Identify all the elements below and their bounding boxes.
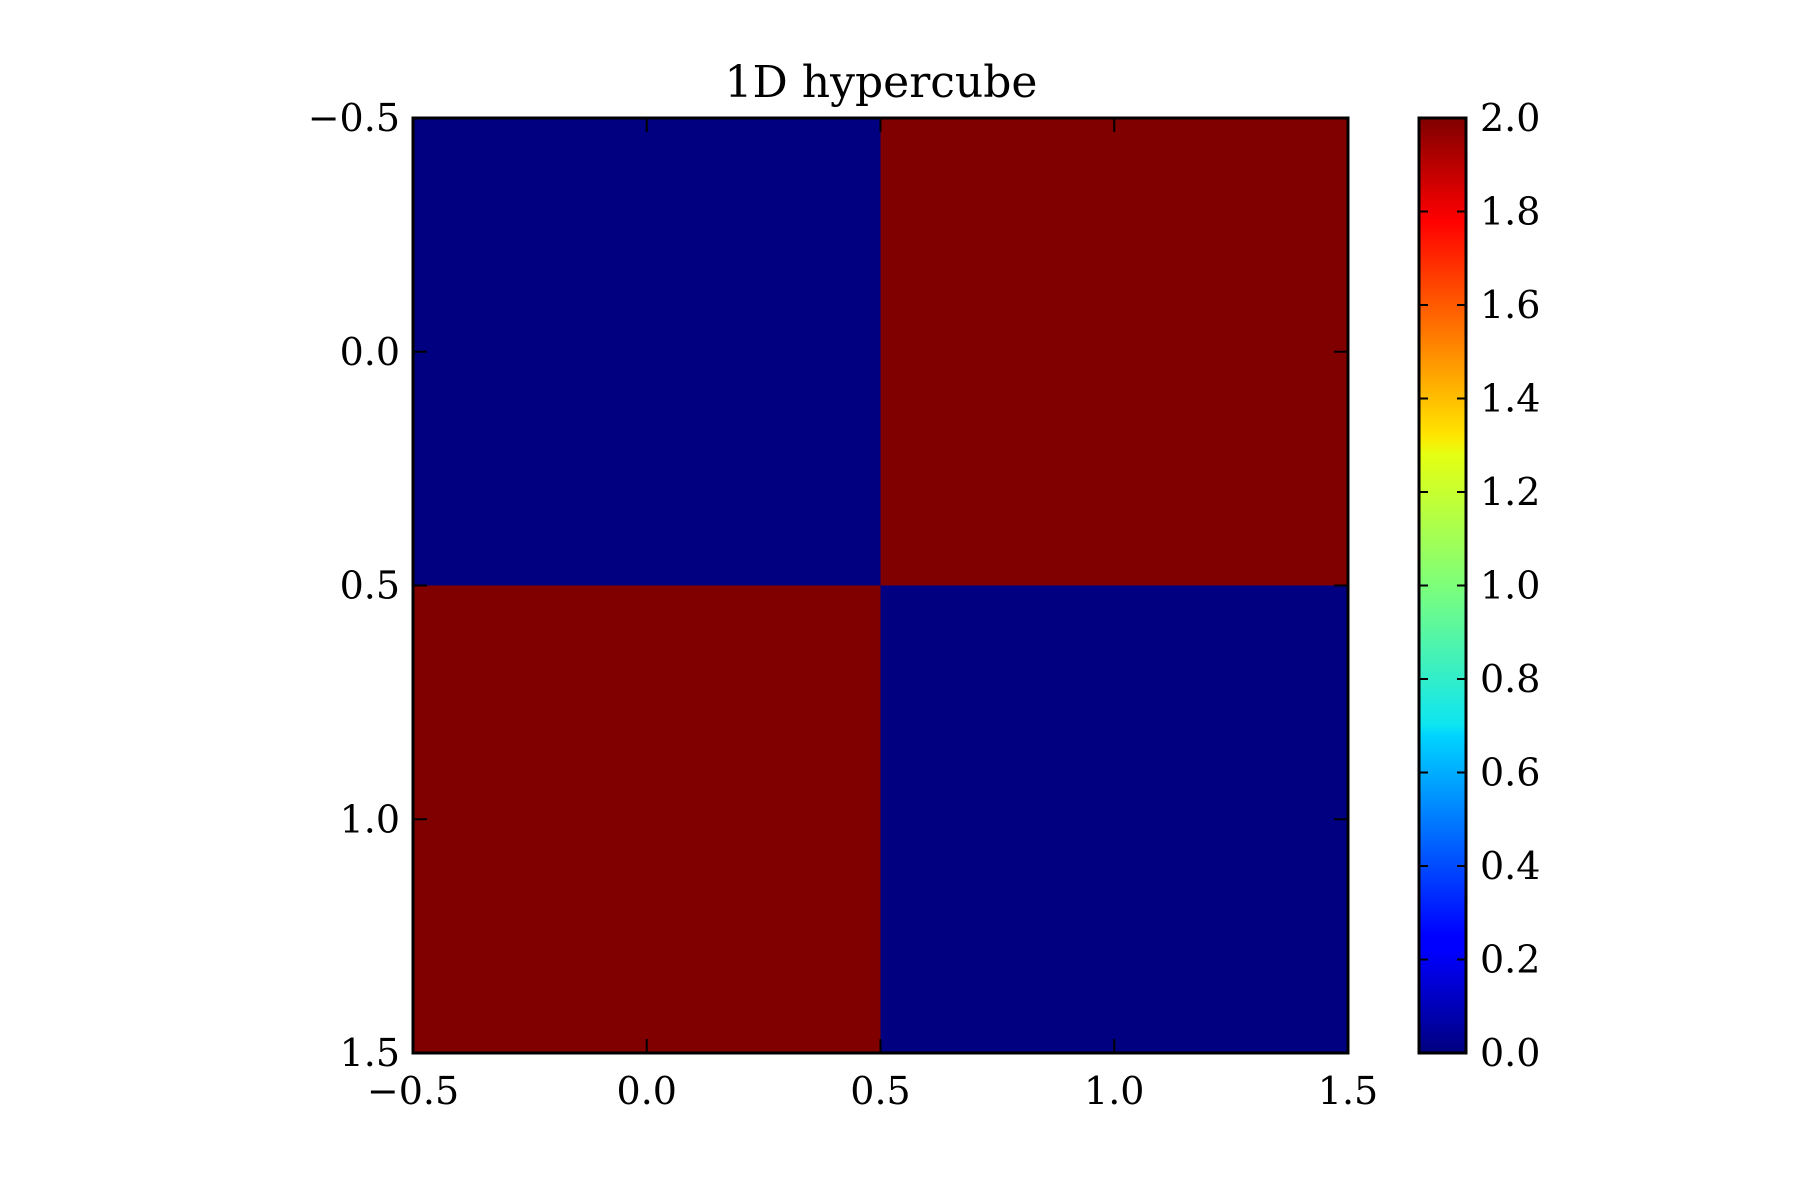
colorbar-tick-label: 0.2 (1480, 938, 1540, 982)
y-tick-label: 0.5 (340, 564, 400, 608)
y-tick-label: 1.0 (340, 797, 400, 841)
y-tick-label: 0.0 (340, 330, 400, 374)
colorbar-tick-label: 0.8 (1480, 657, 1540, 701)
x-tick-label: 1.5 (1318, 1069, 1378, 1113)
y-tick-label: −0.5 (308, 96, 400, 140)
y-axis: −0.5 0.0 0.5 1.0 1.5 (308, 96, 1348, 1075)
colorbar-tick-label: 1.0 (1480, 564, 1540, 608)
colorbar-tick-label: 1.4 (1480, 377, 1540, 421)
x-tick-label: 1.0 (1084, 1069, 1144, 1113)
colorbar-tick-label: 2.0 (1480, 96, 1540, 140)
plot-frame (411, 116, 1350, 1055)
heatmap-cells (413, 118, 1348, 1053)
heatmap-cell (413, 118, 881, 586)
colorbar-tick-label: 0.0 (1480, 1031, 1540, 1075)
colorbar-axis: 0.0 0.2 0.4 0.6 0.8 1.0 1.2 1.4 1.6 1.8 2.0 (1419, 96, 1540, 1075)
y-tick-label: 1.5 (340, 1031, 400, 1075)
x-tick-label: −0.5 (367, 1069, 459, 1113)
x-axis: −0.5 0.0 0.5 1.0 1.5 (367, 118, 1378, 1113)
x-tick-label: 0.5 (850, 1069, 910, 1113)
heatmap-cell (413, 585, 881, 1053)
colorbar-tick-label: 1.2 (1480, 470, 1540, 514)
chart-title: 1D hypercube (725, 57, 1038, 108)
colorbar-tick-label: 1.6 (1480, 283, 1540, 327)
heatmap-cell (880, 118, 1348, 586)
colorbar-tick-label: 1.8 (1480, 190, 1540, 234)
colorbar-tick-label: 0.6 (1480, 751, 1540, 795)
heatmap-cell (880, 585, 1348, 1053)
colorbar-tick-label: 0.4 (1480, 844, 1540, 888)
x-tick-label: 0.0 (617, 1069, 677, 1113)
